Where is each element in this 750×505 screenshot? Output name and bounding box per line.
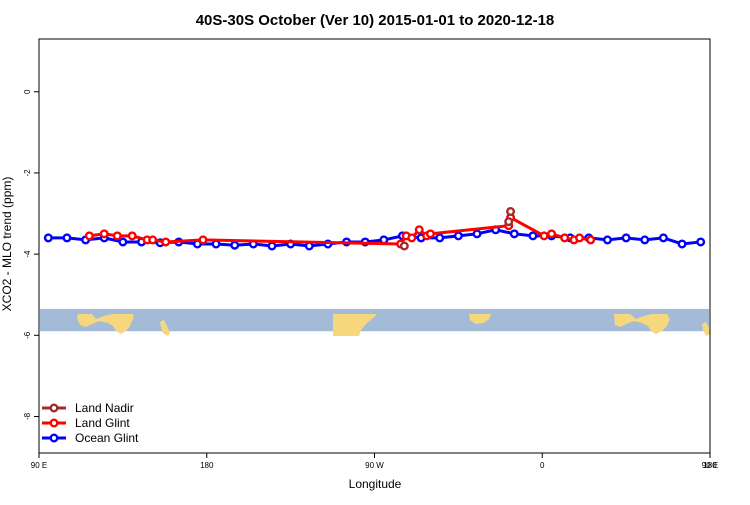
x-axis-title: Longitude	[349, 477, 402, 491]
y-axis: 0 -2 -4 -6 -8	[23, 89, 39, 420]
data-point	[560, 233, 570, 243]
series-land-nadir	[399, 206, 516, 251]
data-point	[575, 233, 585, 243]
land-australia	[77, 314, 134, 334]
data-point	[118, 237, 128, 247]
data-point	[425, 229, 435, 239]
data-point	[407, 233, 417, 243]
land-new-zealand	[160, 320, 170, 336]
data-point	[539, 231, 549, 241]
legend-label: Land Nadir	[75, 401, 134, 415]
land-africa	[469, 314, 491, 324]
data-point	[621, 233, 631, 243]
data-point	[112, 231, 122, 241]
data-point	[43, 233, 53, 243]
data-point	[414, 225, 424, 235]
data-point	[658, 233, 668, 243]
legend-marker	[49, 418, 59, 428]
data-point	[472, 229, 482, 239]
data-point	[506, 206, 516, 216]
data-point	[509, 229, 519, 239]
x-tick-label: 0	[540, 461, 545, 470]
legend-marker	[49, 433, 59, 443]
data-point	[399, 241, 409, 251]
data-point	[453, 231, 463, 241]
x-tick-label: 90 W	[365, 461, 384, 470]
data-point	[84, 231, 94, 241]
y-tick-label: -2	[23, 169, 32, 177]
data-point	[586, 235, 596, 245]
chart-title: 40S-30S October (Ver 10) 2015-01-01 to 2…	[196, 12, 555, 29]
x-tick-label: 180	[703, 461, 717, 470]
legend-marker	[49, 403, 59, 413]
map-band	[40, 308, 710, 336]
series-layer	[43, 206, 706, 251]
data-point	[602, 235, 612, 245]
data-point	[127, 231, 137, 241]
data-point	[230, 240, 240, 250]
map-ocean	[40, 308, 709, 332]
data-point	[640, 235, 650, 245]
land-south-america	[333, 314, 377, 336]
data-point	[528, 231, 538, 241]
x-tick-label: 90 E	[702, 461, 718, 470]
data-point	[696, 237, 706, 247]
series-land-glint	[84, 213, 596, 249]
data-point	[267, 241, 277, 251]
legend-label: Land Glint	[75, 416, 130, 430]
data-point	[161, 237, 171, 247]
data-point	[435, 233, 445, 243]
land-new-zealand	[702, 322, 710, 336]
data-point	[547, 229, 557, 239]
legend-label: Ocean Glint	[75, 431, 139, 445]
data-point	[198, 235, 208, 245]
y-tick-label: -4	[23, 250, 32, 258]
x-tick-label: 90 E	[31, 461, 47, 470]
land-australia	[614, 314, 670, 334]
data-point	[504, 217, 514, 227]
data-point	[62, 233, 72, 243]
data-point	[99, 229, 109, 239]
y-tick-label: 0	[23, 89, 32, 94]
y-tick-label: -6	[23, 331, 32, 339]
y-tick-label: -8	[23, 412, 32, 420]
data-point	[148, 235, 158, 245]
data-point	[304, 241, 314, 251]
data-point	[677, 239, 687, 249]
x-tick-label: 180	[200, 461, 214, 470]
series-line	[89, 215, 591, 246]
y-axis-title: XCO2 - MLO trend (ppm)	[0, 177, 14, 312]
